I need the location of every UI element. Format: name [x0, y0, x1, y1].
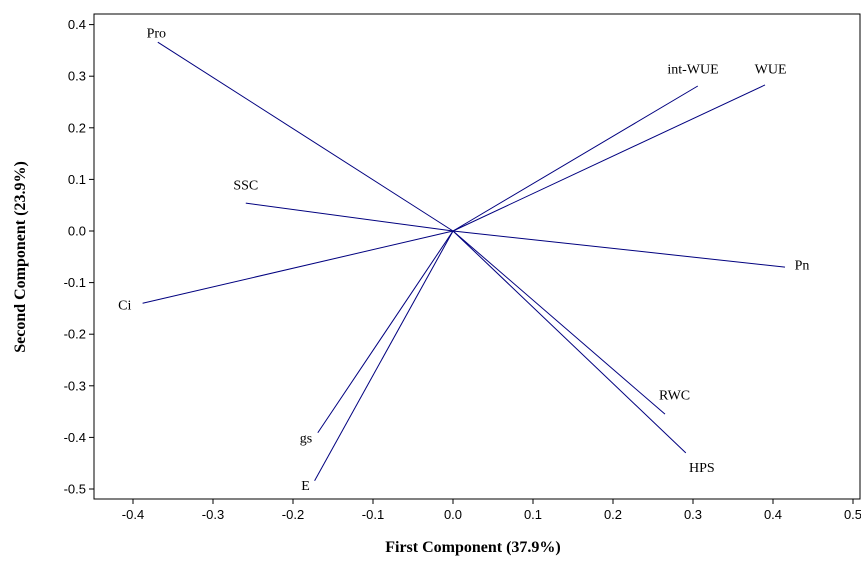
vector-gs-line	[317, 230, 454, 434]
y-tick-label: 0.4	[68, 17, 86, 32]
loading-vectors: Pro int-WUE WUE SSC Pn Ci RWC HPS gs E	[118, 26, 809, 494]
y-tick-label: -0.5	[64, 482, 86, 497]
vector-int-wue-label: int-WUE	[667, 62, 718, 77]
vector-rwc-label: RWC	[659, 389, 690, 404]
y-tick-label: -0.1	[64, 275, 86, 290]
x-tick-label: 0.0	[444, 507, 462, 522]
x-tick-label: 0.5	[844, 507, 861, 522]
y-tick-label: 0.3	[68, 69, 86, 84]
x-axis-title: First Component (37.9%)	[385, 539, 561, 556]
x-tick-label: -0.1	[362, 507, 384, 522]
x-tick-label: 0.2	[604, 507, 622, 522]
y-tick-label: 0.2	[68, 120, 86, 135]
x-tick-label: -0.4	[122, 507, 144, 522]
x-tick-label: -0.3	[202, 507, 224, 522]
vector-gs-label: gs	[300, 431, 312, 446]
y-tick-label: 0.0	[68, 224, 86, 239]
y-axis-ticks: 0.4 0.3 0.2 0.1 0.0 -0.1 -0.2 -0.3 -0.4 -0.5	[64, 17, 94, 497]
vector-e-line	[314, 230, 454, 481]
vector-pro-label: Pro	[147, 26, 166, 41]
vector-wue-line	[452, 84, 766, 232]
y-tick-label: -0.4	[64, 430, 86, 445]
y-tick-label: -0.2	[64, 327, 86, 342]
y-axis-title: Second Component (23.9%)	[12, 161, 29, 353]
vector-pn-line	[452, 230, 786, 268]
x-tick-label: 0.3	[684, 507, 702, 522]
vector-ssc-line	[245, 202, 454, 232]
y-tick-label: 0.1	[68, 172, 86, 187]
y-tick-label: -0.3	[64, 378, 86, 393]
vector-hps-label: HPS	[689, 461, 715, 476]
vector-ci-line	[142, 230, 454, 304]
x-tick-label: 0.1	[524, 507, 542, 522]
vector-e-label: E	[301, 479, 310, 494]
x-axis-ticks: -0.4 -0.3 -0.2 -0.1 0.0 0.1 0.2 0.3 0.4 0.5	[122, 499, 861, 522]
vector-rwc-line	[452, 230, 666, 415]
vector-int-wue-line	[452, 85, 699, 232]
x-tick-label: -0.2	[282, 507, 304, 522]
vector-hps-line	[452, 230, 687, 454]
vector-ci-label: Ci	[118, 298, 131, 313]
vector-pro-line	[157, 41, 454, 232]
vector-wue-label: WUE	[755, 62, 787, 77]
vector-ssc-label: SSC	[233, 179, 258, 194]
vector-pn-label: Pn	[795, 259, 810, 274]
plot-frame	[93, 13, 861, 500]
x-tick-label: 0.4	[764, 507, 782, 522]
